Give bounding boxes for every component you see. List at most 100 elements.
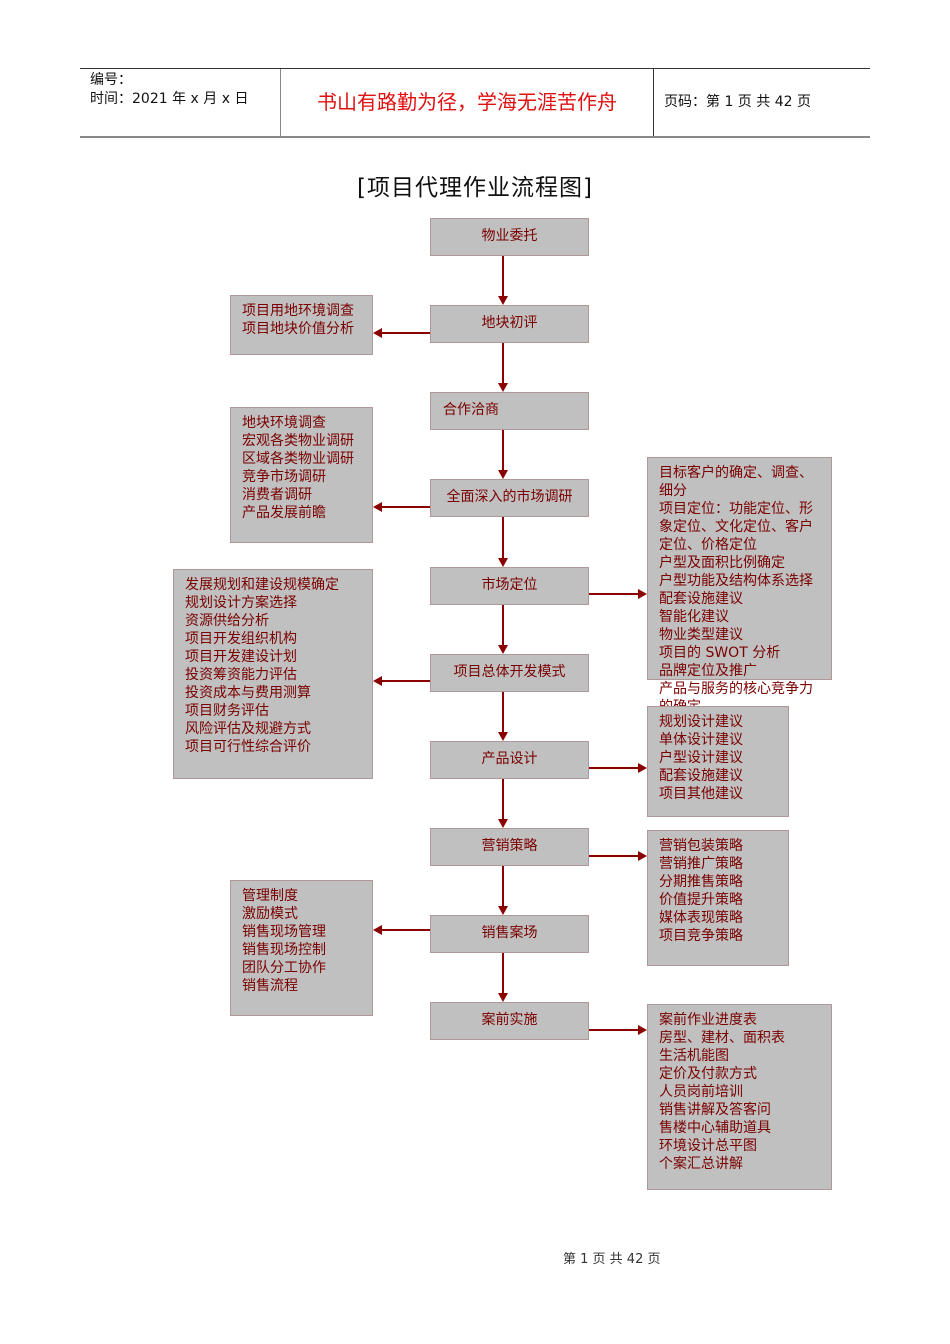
detail-item: 项目定位：功能定位、形象定位、文化定位、客户定位、价格定位 [659, 501, 813, 553]
branch-connector [589, 593, 639, 595]
detail-item: 配套设施建议 [659, 591, 743, 607]
detail-item: 户型功能及结构体系选择 [659, 573, 813, 589]
left_boxes-detail-box: 项目用地环境调查 项目地块价值分析 [230, 295, 373, 355]
detail-item: 发展规划和建设规模确定 [185, 577, 339, 593]
detail-item: 环境设计总平图 [659, 1138, 757, 1154]
detail-item: 个案汇总讲解 [659, 1156, 743, 1172]
detail-item: 定价及付款方式 [659, 1066, 757, 1082]
detail-item: 区域各类物业调研 [242, 451, 354, 467]
detail-item: 目标客户的确定、调查、细分 [659, 465, 813, 499]
detail-item: 竞争市场调研 [242, 469, 326, 485]
detail-item: 单体设计建议 [659, 732, 743, 748]
detail-item: 规划设计方案选择 [185, 595, 297, 611]
detail-item: 管理制度 [242, 888, 298, 904]
flow-step: 项目总体开发模式 [430, 654, 589, 692]
flow-step: 营销策略 [430, 828, 589, 866]
right_boxes-detail-box: 目标客户的确定、调查、细分 项目定位：功能定位、形象定位、文化定位、客户定位、价格… [647, 457, 832, 715]
detail-item: 营销包装策略 [659, 838, 743, 854]
arrow-head-right [638, 763, 647, 773]
arrow-head-down [498, 470, 508, 479]
detail-item: 人员岗前培训 [659, 1084, 743, 1100]
arrow-head-down [498, 558, 508, 567]
flow-step: 地块初评 [430, 305, 589, 343]
left_boxes-detail-box: 地块环境调查宏观各类物业调研 区域各类物业调研 竞争市场调研 消费者调研产品发展前瞻 [230, 407, 373, 543]
arrow-head-down [498, 906, 508, 915]
arrow-head-down [498, 732, 508, 741]
flow-step: 案前实施 [430, 1002, 589, 1040]
detail-item: 户型及面积比例确定 [659, 555, 785, 571]
detail-item: 销售现场管理 [242, 924, 326, 940]
detail-item: 销售流程 [242, 978, 298, 994]
detail-item: 配套设施建议 [659, 768, 743, 784]
detail-item: 消费者调研 [242, 487, 312, 503]
arrow-head-left [373, 925, 382, 935]
arrow-head-left [373, 676, 382, 686]
flow-step: 物业委托 [430, 218, 589, 256]
flow-step: 销售案场 [430, 915, 589, 953]
detail-item: 产品发展前瞻 [242, 505, 326, 521]
page-footer: 第 1 页 共 42 页 [563, 1252, 661, 1267]
arrow-head-right [638, 851, 647, 861]
detail-item: 售楼中心辅助道具 [659, 1120, 771, 1136]
flow-step: 全面深入的市场调研 [430, 479, 589, 517]
left_boxes-detail-box: 管理制度 激励模式 销售现场管理 销售现场控制 团队分工协作 销售流程 [230, 880, 373, 1016]
flow-connector [502, 779, 504, 820]
flow-connector [502, 517, 504, 559]
detail-item: 团队分工协作 [242, 960, 326, 976]
detail-item: 户型设计建议 [659, 750, 743, 766]
flow-connector [502, 866, 504, 907]
branch-connector [381, 332, 430, 334]
detail-item: 项目用地环境调查 [242, 303, 354, 319]
flow-step: 合作洽商 [430, 392, 589, 430]
detail-item: 项目的 SWOT 分析 [659, 645, 781, 661]
detail-item: 生活机能图 [659, 1048, 729, 1064]
detail-item: 智能化建议 [659, 609, 729, 625]
branch-connector [381, 506, 430, 508]
arrow-head-down [498, 645, 508, 654]
arrow-head-down [498, 383, 508, 392]
detail-item: 品牌定位及推广 [659, 663, 757, 679]
detail-item: 项目开发建设计划 [185, 649, 297, 665]
arrow-head-right [638, 1025, 647, 1035]
arrow-head-left [373, 502, 382, 512]
right_boxes-detail-box: 案前作业进度表 房型、建材、面积表 生活机能图 定价及付款方式 人员岗前培训 销售讲解及答… [647, 1004, 832, 1190]
branch-connector [381, 929, 430, 931]
detail-item: 项目可行性综合评价 [185, 739, 311, 755]
detail-item: 风险评估及规避方式 [185, 721, 311, 737]
detail-item: 价值提升策略 [659, 892, 743, 908]
branch-connector [381, 680, 430, 682]
branch-connector [589, 855, 639, 857]
detail-item: 项目开发组织机构 [185, 631, 297, 647]
flow-step: 产品设计 [430, 741, 589, 779]
flow-connector [502, 605, 504, 646]
arrow-head-down [498, 993, 508, 1002]
motto: 书山有路勤为径，学海无涯苦作舟 [281, 69, 654, 136]
branch-connector [589, 767, 639, 769]
detail-item: 激励模式 [242, 906, 298, 922]
detail-item: 投资成本与费用测算 [185, 685, 311, 701]
detail-item: 资源供给分析 [185, 613, 269, 629]
flow-connector [502, 692, 504, 733]
detail-item: 营销推广策略 [659, 856, 743, 872]
arrow-head-right [638, 589, 647, 599]
detail-item: 媒体表现策略 [659, 910, 743, 926]
detail-item: 项目竞争策略 [659, 928, 743, 944]
right_boxes-detail-box: 规划设计建议 单体设计建议 户型设计建议 配套设施建议 项目其他建议 [647, 706, 789, 817]
detail-item: 项目财务评估 [185, 703, 269, 719]
arrow-head-down [498, 296, 508, 305]
detail-item: 宏观各类物业调研 [242, 433, 354, 449]
detail-item: 投资筹资能力评估 [185, 667, 297, 683]
detail-item: 房型、建材、面积表 [659, 1030, 785, 1046]
flow-connector [502, 343, 504, 384]
flow-connector [502, 430, 504, 471]
flow-step: 市场定位 [430, 567, 589, 605]
flow-connector [502, 953, 504, 994]
right_boxes-detail-box: 营销包装策略 营销推广策略 分期推售策略 价值提升策略 媒体表现策略 项目竞争策略 [647, 830, 789, 966]
detail-item: 销售讲解及答客问 [659, 1102, 771, 1118]
detail-item: 项目其他建议 [659, 786, 743, 802]
arrow-head-down [498, 819, 508, 828]
detail-item: 地块环境调查 [242, 415, 326, 431]
branch-connector [589, 1029, 639, 1031]
header-left-cell: 编号： 时间：2021 年 x 月 x 日 [80, 69, 281, 136]
